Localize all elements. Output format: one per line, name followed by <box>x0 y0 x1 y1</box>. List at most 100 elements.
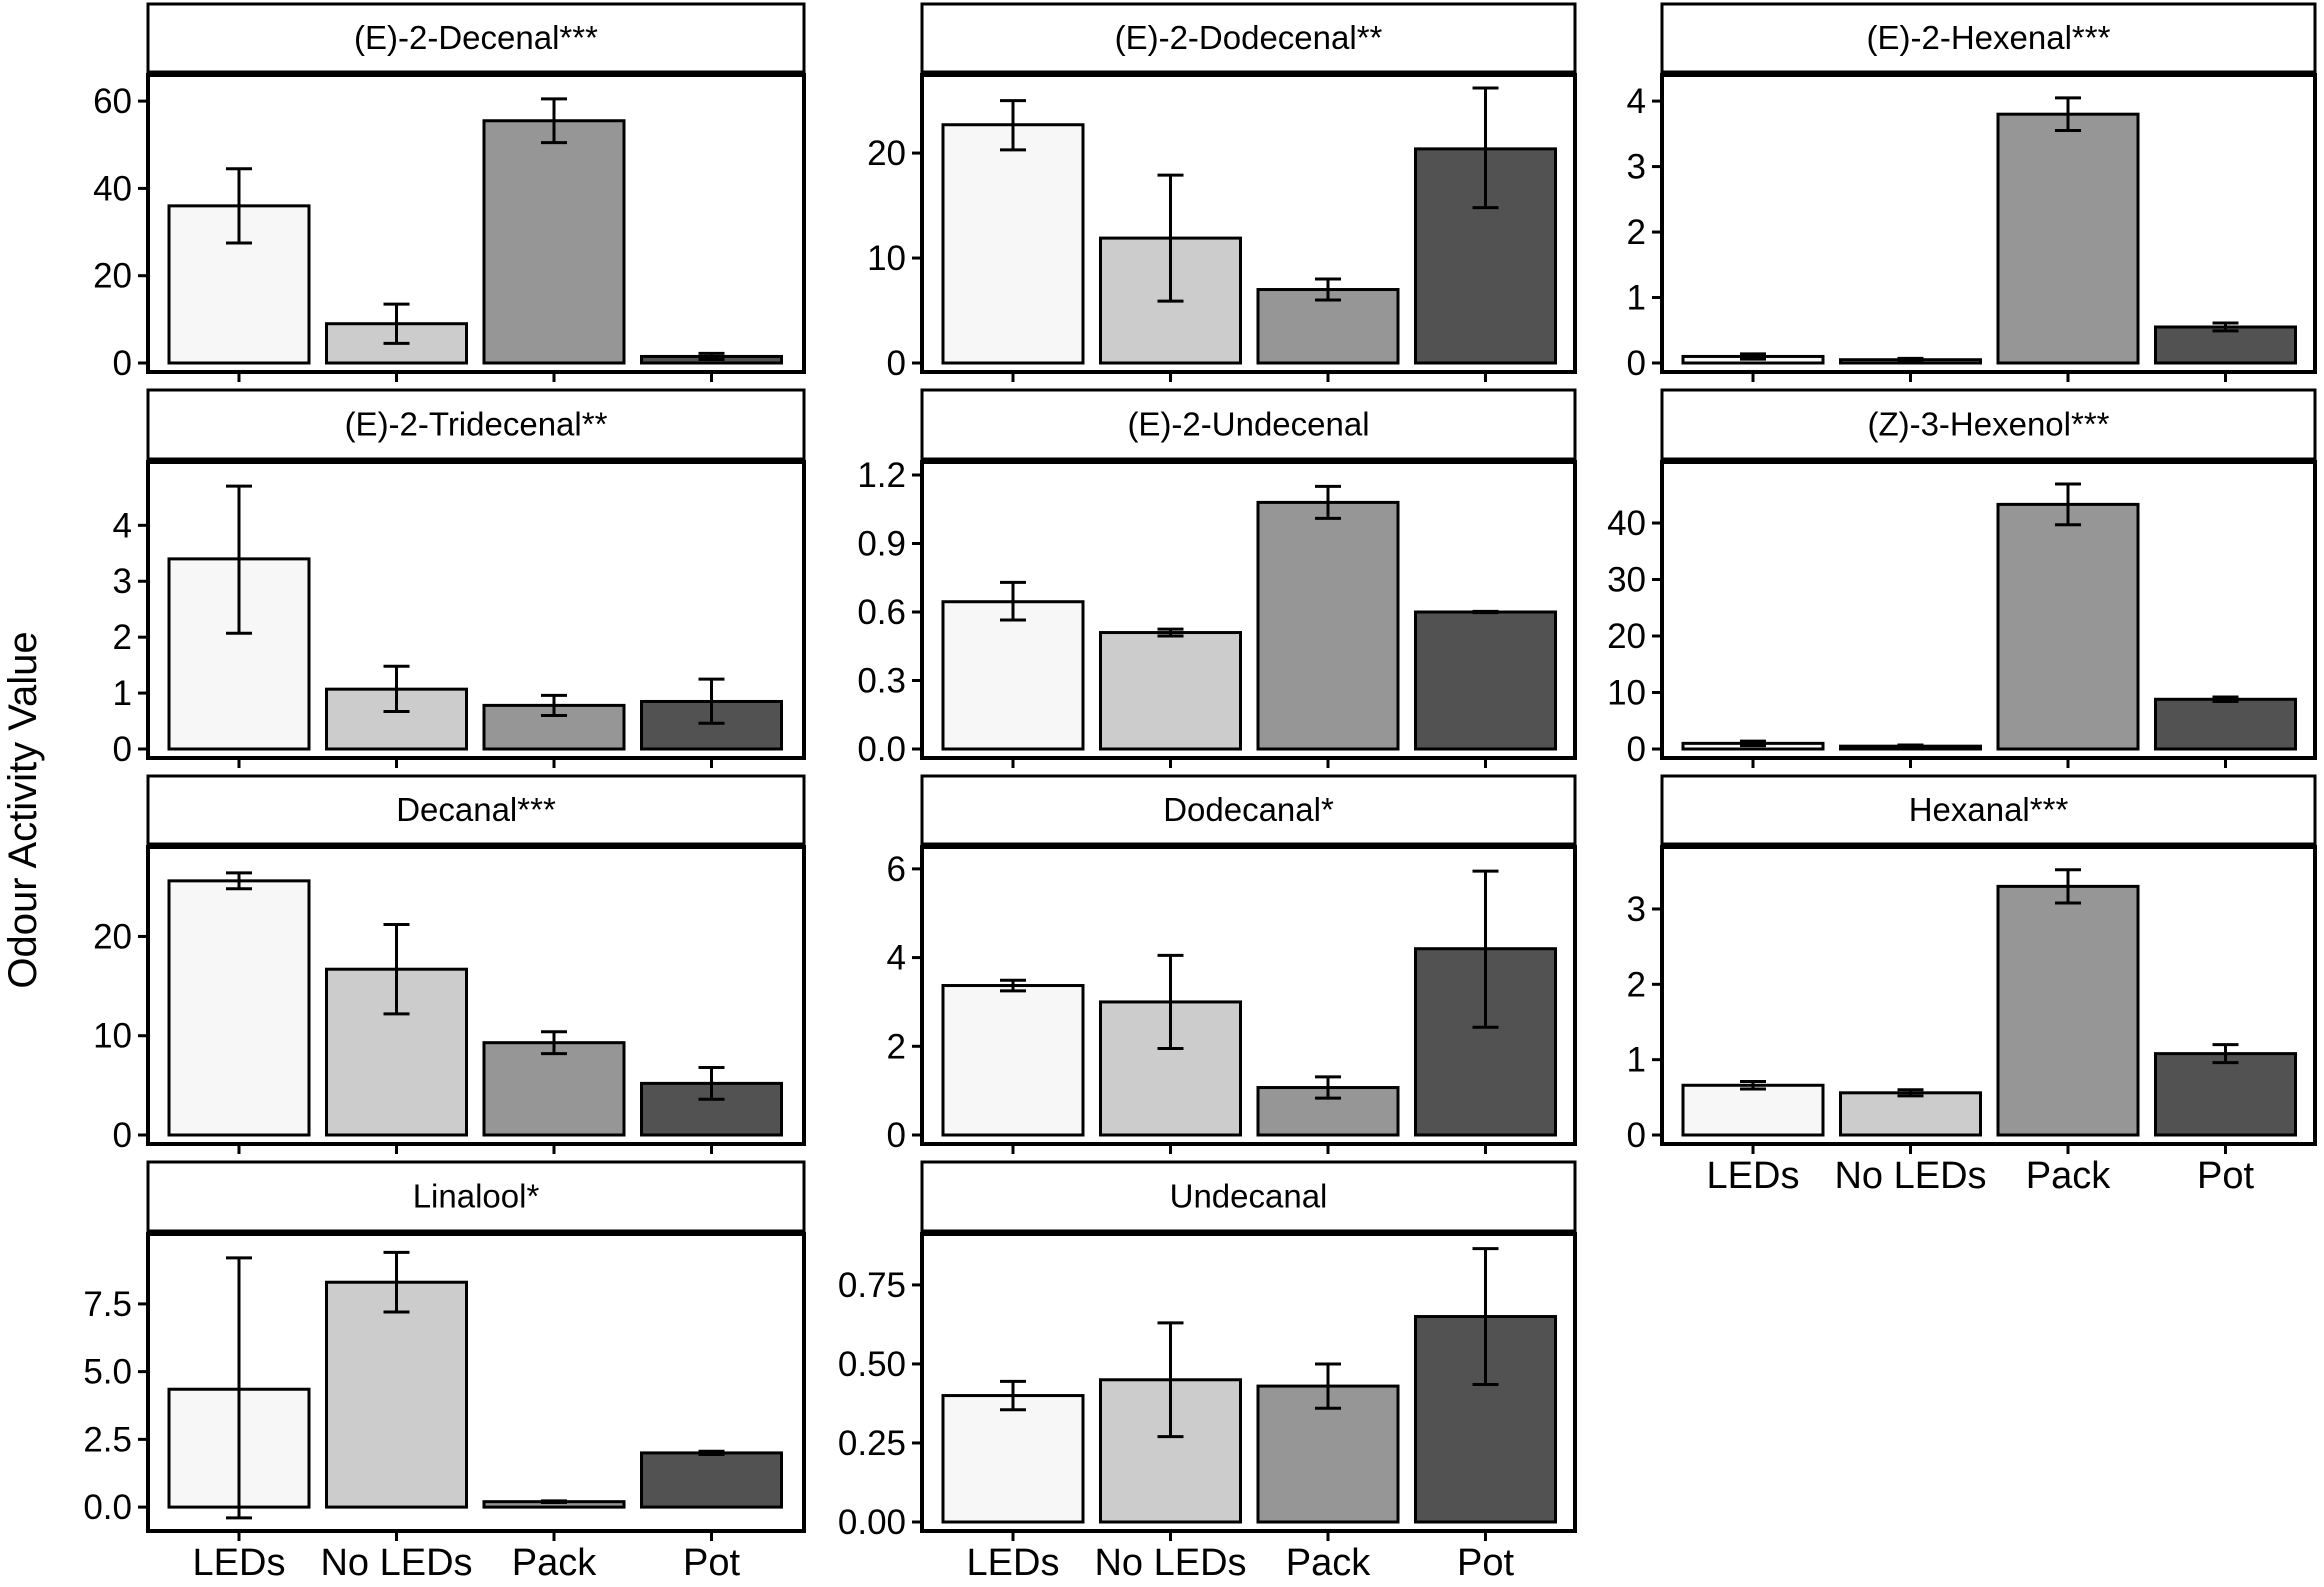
y-tick-label: 30 <box>1607 561 1646 600</box>
y-tick-label: 10 <box>1607 674 1646 713</box>
y-tick-label: 2.5 <box>83 1420 132 1459</box>
x-tick-label: Pot <box>683 1542 740 1584</box>
y-tick-label: 1 <box>1627 279 1646 318</box>
bar <box>2154 325 2297 365</box>
x-tick-label: Pot <box>1457 1542 1514 1584</box>
panel: (E)-2-Dodecenal** 0 10 20 <box>867 2 1577 383</box>
panel-title: (Z)-3-Hexenol*** <box>1867 406 2109 443</box>
panel: Decanal*** 0 10 20 <box>93 774 806 1155</box>
panel: (E)-2-Tridecenal** 0 1 2 3 4 <box>113 388 806 769</box>
y-tick-label: 0.25 <box>838 1424 906 1463</box>
y-tick-label: 10 <box>93 1017 132 1056</box>
y-tick-label: 0.0 <box>83 1488 132 1527</box>
bar <box>167 879 311 1137</box>
panel: Linalool* 0.0 2.5 5.0 7.5 LEDs No LEDs Pack Pot <box>83 1160 806 1584</box>
y-tick-label: 0 <box>113 344 132 383</box>
y-tick-label: 0 <box>887 344 906 383</box>
x-tick-label: Pack <box>1286 1542 1371 1584</box>
panel-title: (E)-2-Undecenal <box>1127 406 1369 443</box>
y-tick-label: 4 <box>113 506 132 545</box>
bar <box>941 123 1085 365</box>
panel: (E)-2-Undecenal 0.0 0.3 0.6 0.9 1.2 <box>857 388 1577 769</box>
y-tick-label: 0 <box>1627 344 1646 383</box>
y-tick-label: 1.2 <box>857 456 906 495</box>
y-tick-label: 4 <box>887 939 906 978</box>
y-tick-label: 6 <box>887 850 906 889</box>
y-tick-label: 2 <box>887 1027 906 1066</box>
y-tick-label: 0.75 <box>838 1266 906 1305</box>
y-tick-label: 7.5 <box>83 1285 132 1324</box>
x-tick-label: No LEDs <box>1834 1155 1986 1197</box>
y-tick-label: 4 <box>1627 82 1646 121</box>
y-tick-label: 0 <box>1627 1116 1646 1155</box>
y-tick-label: 20 <box>93 257 132 296</box>
bar <box>482 119 626 365</box>
y-tick-label: 10 <box>867 239 906 278</box>
y-tick-label: 0 <box>113 730 132 769</box>
y-tick-label: 20 <box>93 917 132 956</box>
bar <box>2154 697 2297 751</box>
panel-title: (E)-2-Hexenal*** <box>1867 19 2111 56</box>
panel: Dodecanal* 0 2 4 6 <box>887 774 1577 1155</box>
panel-title: (E)-2-Dodecenal** <box>1115 19 1383 56</box>
panel-strip <box>1660 774 2317 846</box>
panel-strip <box>920 388 1577 461</box>
panel-strip <box>146 774 806 846</box>
bar <box>325 687 468 751</box>
y-tick-label: 60 <box>93 82 132 121</box>
y-tick-label: 20 <box>867 134 906 173</box>
y-tick-label: 3 <box>1627 890 1646 929</box>
panel-frame <box>1660 73 2317 374</box>
y-tick-label: 40 <box>1607 504 1646 543</box>
y-tick-label: 2 <box>113 618 132 657</box>
panel-strip <box>920 1160 1577 1233</box>
y-tick-label: 0 <box>887 1116 906 1155</box>
bar <box>1681 1083 1825 1137</box>
panel-strip <box>920 774 1577 846</box>
y-tick-label: 0.50 <box>838 1345 906 1384</box>
panel-strip <box>146 2 806 74</box>
y-tick-label: 1 <box>1627 1041 1646 1080</box>
y-axis-title: Odour Activity Value <box>1 631 45 988</box>
bar <box>941 600 1085 751</box>
x-tick-label: No LEDs <box>320 1542 472 1584</box>
y-tick-label: 0.9 <box>857 525 906 564</box>
y-tick-label: 1 <box>113 674 132 713</box>
panel-title: Undecanal <box>1170 1178 1328 1215</box>
y-tick-label: 3 <box>113 562 132 601</box>
panel-title: Decanal*** <box>396 791 556 828</box>
bar <box>2154 1052 2297 1137</box>
y-tick-label: 2 <box>1627 965 1646 1004</box>
y-tick-label: 20 <box>1607 617 1646 656</box>
bar <box>1414 610 1557 751</box>
panel-strip <box>1660 388 2317 461</box>
x-tick-label: LEDs <box>967 1542 1060 1584</box>
bar <box>941 984 1085 1137</box>
x-tick-label: No LEDs <box>1094 1542 1246 1584</box>
panel: Hexanal*** 0 1 2 3 LEDs No LEDs Pack Pot <box>1627 774 2317 1197</box>
x-tick-label: Pack <box>512 1542 597 1584</box>
panel-title: Hexanal*** <box>1909 791 2069 828</box>
y-tick-label: 40 <box>93 169 132 208</box>
panel-title: (E)-2-Tridecenal** <box>345 406 608 443</box>
y-tick-label: 0.0 <box>857 730 906 769</box>
y-tick-label: 3 <box>1627 148 1646 187</box>
x-tick-label: LEDs <box>1707 1155 1800 1197</box>
panel-strip <box>146 1160 806 1233</box>
panel-strip <box>920 2 1577 74</box>
panel-title: Dodecanal* <box>1163 791 1334 828</box>
bar <box>325 1280 468 1509</box>
panel-title: (E)-2-Decenal*** <box>354 19 598 56</box>
panel: (Z)-3-Hexenol*** 0 10 20 30 40 <box>1607 388 2317 769</box>
bar <box>1996 112 2140 365</box>
panel: (E)-2-Decenal*** 0 20 40 60 <box>93 2 806 383</box>
x-tick-label: LEDs <box>193 1542 286 1584</box>
bar <box>1256 500 1400 751</box>
bar <box>1839 1091 1982 1137</box>
panel-strip <box>1660 2 2317 74</box>
panel-title: Linalool* <box>413 1178 540 1215</box>
y-tick-label: 0 <box>113 1116 132 1155</box>
y-tick-label: 0.00 <box>838 1503 906 1542</box>
y-tick-label: 0 <box>1627 730 1646 769</box>
